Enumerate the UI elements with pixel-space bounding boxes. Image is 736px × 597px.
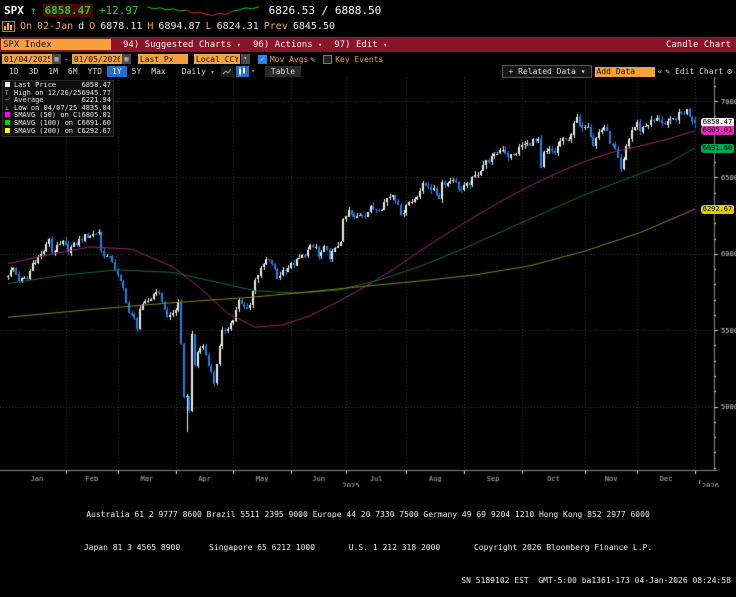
edit-pencil-icon[interactable]: ✎ <box>310 54 316 64</box>
high-value: 6894.87 <box>158 21 201 32</box>
add-data-input[interactable] <box>594 66 655 77</box>
chevron-down-icon: ▾ <box>236 40 242 49</box>
last-price: 6858.47 <box>42 3 93 17</box>
key-events-checkbox[interactable] <box>323 54 333 64</box>
intraday-sparkline <box>144 3 263 17</box>
tab-1d[interactable]: 1D <box>9 67 19 76</box>
calendar-icon[interactable]: ▦ <box>121 54 131 64</box>
average-marker: ─ <box>5 97 9 105</box>
prev-value: 6845.50 <box>292 21 336 32</box>
date-separator: - <box>64 54 69 64</box>
key-events-label: Key Events <box>335 54 384 64</box>
open-label: O <box>89 21 96 32</box>
smavg200-marker <box>5 127 14 136</box>
date-from-input[interactable] <box>2 54 52 64</box>
quote-header: SPX ↑ 6858.47 +12.97 6826.53 / 6888.50 <box>4 2 381 18</box>
smavg200-badge: 6292.67 <box>701 204 734 214</box>
chevron-down-icon[interactable]: ▾ <box>240 54 250 64</box>
last-price-marker <box>5 82 14 90</box>
legend-low: ⊥ Low on 04/07/25 4835.04 <box>5 103 111 112</box>
edit-chart-button[interactable]: ✎ Edit Chart <box>665 67 724 76</box>
chevron-down-icon: ▾ <box>318 40 323 49</box>
tab-5y[interactable]: 5Y <box>131 67 142 76</box>
session-label: On <box>20 21 33 32</box>
chevron-down-icon: ▾ <box>383 40 388 49</box>
smavg50-marker <box>5 112 14 120</box>
legend-high: T High on 12/26/25 6945.77 <box>5 88 111 97</box>
session-date: 02-Jan <box>37 21 74 32</box>
date-to-input[interactable] <box>71 54 122 64</box>
chart-legend: Last Price 6858.47 T High on 12/26/25 69… <box>2 80 114 138</box>
mov-avgs-label: Mov Avgs <box>269 54 309 64</box>
legend-last-price: Last Price 6858.47 <box>5 81 111 90</box>
menu-edit[interactable]: 97) Edit ▾ <box>334 39 388 50</box>
terminal-footer: Australia 61 2 9777 8600 Brazil 5511 239… <box>0 487 736 597</box>
tab-max[interactable]: Max <box>151 67 166 76</box>
footer-phones-1: Australia 61 2 9777 8600 Brazil 5511 239… <box>86 510 650 519</box>
smavg100-badge: 6691.60 <box>701 143 734 153</box>
footer-session-info: SN 5189102 EST GMT-5:00 ba1361-173 04-Ja… <box>461 576 731 585</box>
chart-type-caret-icon[interactable]: ▾ <box>251 68 255 75</box>
prev-label: Prev <box>263 21 288 32</box>
ticker-symbol: SPX <box>4 3 24 17</box>
security-input[interactable] <box>1 39 111 50</box>
period-select[interactable]: Daily ▾ <box>181 67 215 76</box>
price-chart[interactable] <box>0 77 736 487</box>
smavg50-badge: 6805.01 <box>701 126 734 136</box>
chart-toolbar: ▦ - ▦ ▾ ✓ Mov Avgs ✎ Key Events <box>0 53 736 65</box>
bid-ask: 6826.53 / 6888.50 <box>268 3 382 17</box>
legend-smavg100: SMAVG (100) on Close 6691.60 <box>5 119 111 128</box>
menu-actions[interactable]: 96) Actions ▾ <box>253 39 323 50</box>
legend-average: ─ Average 6221.94 <box>5 96 111 105</box>
low-label: L <box>205 21 212 32</box>
up-arrow-icon: ↑ <box>29 3 37 17</box>
price-change: +12.97 <box>98 3 139 17</box>
footer-phones-2: Japan 81 3 4565 8900 Singapore 65 6212 1… <box>83 543 653 552</box>
tab-1y[interactable]: 1Y <box>107 66 127 77</box>
low-marker: ⊥ <box>5 104 9 112</box>
open-value: 6878.11 <box>100 21 143 32</box>
tab-ytd[interactable]: YTD <box>87 67 103 76</box>
last-price-badge: 6858.47 <box>701 118 734 128</box>
tab-3d[interactable]: 3D <box>28 67 39 76</box>
candle-chart-icon[interactable] <box>236 66 250 77</box>
mov-avgs-checkbox[interactable]: ✓ <box>257 54 267 64</box>
high-label: H <box>147 21 154 32</box>
legend-smavg50: SMAVG (50) on Close 6805.01 <box>5 112 111 120</box>
calendar-icon[interactable]: ▦ <box>52 54 61 64</box>
ohlc-header: On 02-Jan d O 6878.11 H 6894.87 L 6824.3… <box>2 20 335 33</box>
screen-title: Candle Chart <box>665 39 731 50</box>
tab-6m[interactable]: 6M <box>67 67 78 76</box>
tab-1m[interactable]: 1M <box>48 67 58 76</box>
line-chart-icon[interactable] <box>221 66 235 77</box>
high-marker: T <box>5 89 9 97</box>
chevron-down-icon: ▾ <box>210 69 215 76</box>
menu-bar: 94) Suggested Charts ▾ 96) Actions ▾ 97)… <box>0 37 736 52</box>
gear-icon[interactable]: ⚙ <box>727 67 732 76</box>
frequency-flag: d <box>78 21 85 32</box>
smavg100-marker <box>5 119 14 128</box>
menu-suggested-charts[interactable]: 94) Suggested Charts ▾ <box>123 39 242 50</box>
chart-icon[interactable] <box>2 21 15 32</box>
legend-smavg200: SMAVG (200) on Close 6292.67 <box>5 127 111 136</box>
table-button[interactable]: Table <box>264 66 302 77</box>
collapse-icon[interactable]: « <box>657 67 663 76</box>
price-field-select[interactable] <box>137 54 188 64</box>
low-value: 6824.31 <box>216 21 259 32</box>
currency-select[interactable] <box>193 54 240 64</box>
